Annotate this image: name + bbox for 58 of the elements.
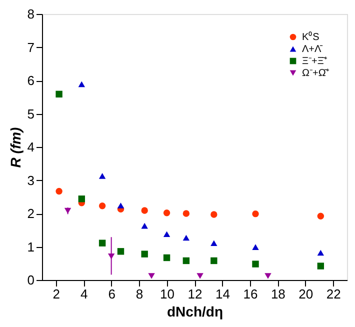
point (141, 250, 148, 258)
point (252, 210, 259, 218)
point (141, 207, 148, 214)
point (117, 202, 124, 208)
point (117, 248, 124, 255)
point (98, 173, 106, 179)
y-tick-label: 8 (27, 6, 34, 22)
legend-label: Ω⁻+Ω̄⁺ (302, 68, 330, 79)
legend-label: K⁰S (302, 31, 320, 43)
y-tick-label: 3 (27, 172, 34, 188)
x-tick-label: 14 (215, 286, 230, 302)
point (56, 90, 62, 98)
x-tick-label: 12 (188, 286, 202, 302)
y-tick-label: 5 (27, 106, 34, 122)
point (56, 188, 62, 195)
point (210, 240, 218, 246)
point (163, 231, 170, 238)
point (182, 257, 190, 264)
point (210, 257, 218, 264)
legend-label: Ξ⁻+Ξ̄⁺ (302, 56, 328, 67)
point (317, 262, 324, 270)
point (163, 209, 170, 216)
y-tick-label: 7 (27, 40, 34, 55)
point (163, 254, 170, 262)
y-axis-title: R (fm) (7, 126, 24, 168)
y-tick-label: 2 (27, 206, 34, 221)
point (98, 202, 106, 210)
point (182, 234, 190, 241)
point (317, 212, 324, 220)
point (78, 81, 86, 88)
x-tick-label: 2 (52, 286, 60, 302)
point (252, 260, 259, 268)
x-axis-title: dNch/dη (167, 304, 223, 320)
point (78, 196, 86, 202)
x-tick-label: 20 (298, 286, 314, 302)
point (317, 250, 324, 256)
point (210, 211, 218, 218)
y-tick-label: 1 (27, 239, 34, 254)
y-tick-label: 4 (27, 140, 34, 154)
x-tick-label: 10 (160, 286, 175, 302)
x-tick-label: 18 (270, 286, 286, 302)
legend-label: Λ+Λ̄ (302, 44, 324, 55)
x-tick-label: 8 (136, 286, 144, 302)
point (148, 273, 155, 279)
point (196, 273, 204, 279)
x-tick-label: 16 (243, 286, 258, 302)
point (264, 273, 272, 279)
x-tick-label: 4 (80, 286, 88, 302)
point (108, 253, 115, 260)
point (252, 244, 259, 250)
x-tick-label: 6 (108, 286, 116, 302)
point (98, 240, 106, 246)
point (141, 222, 148, 229)
point (64, 208, 72, 214)
point (182, 210, 190, 217)
y-tick-label: 6 (27, 73, 34, 88)
y-tick-label: 0 (27, 272, 34, 288)
x-tick-label: 22 (326, 286, 341, 302)
